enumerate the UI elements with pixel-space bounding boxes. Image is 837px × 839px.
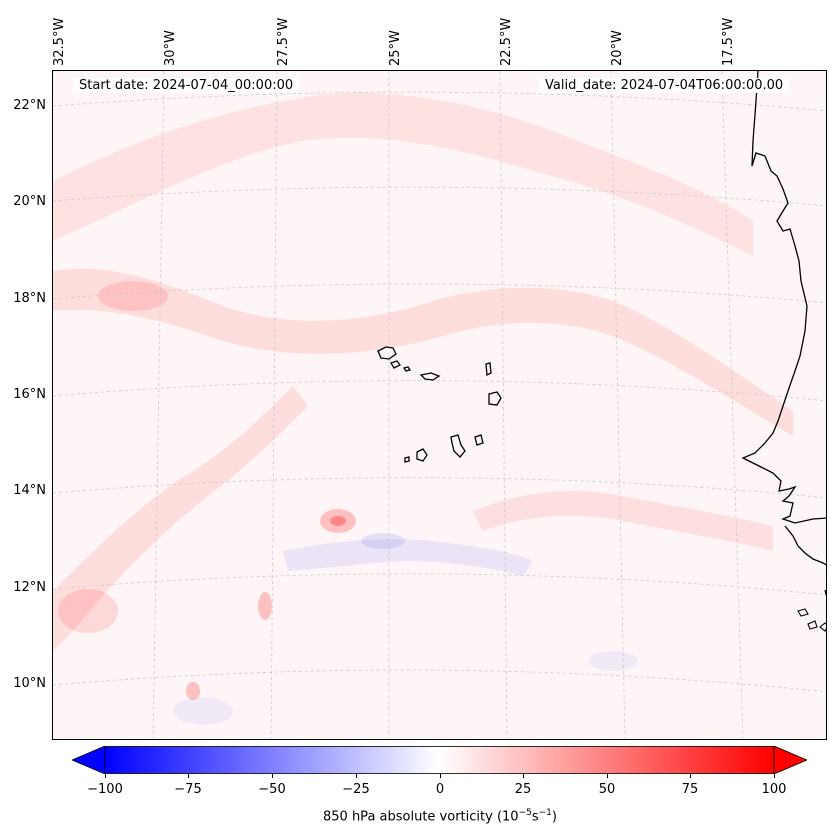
colorbar-tick-label: −75: [174, 782, 202, 797]
africa-coastline-south: [784, 525, 826, 566]
gridline-lon-30w: [152, 71, 165, 739]
vorticity-band-central: [53, 268, 793, 436]
island-maio: [474, 434, 484, 446]
graticule: [53, 71, 826, 739]
vorticity-max-2: [258, 592, 272, 620]
colorbar-tickmark: [272, 774, 273, 778]
lat-label-12n: 12°N: [13, 580, 46, 595]
vorticity-max-4: [98, 281, 168, 311]
gridline-lon-22-5w: [499, 71, 508, 739]
colorbar-label: 850 hPa absolute vorticity (10−5s−1): [323, 808, 557, 825]
lat-label-10n: 10°N: [13, 676, 46, 691]
vorticity-max-5: [58, 589, 118, 633]
vorticity-min-1: [361, 533, 405, 549]
vorticity-max-1-core: [330, 516, 346, 526]
lon-label-32-5w: 32.5°W: [52, 17, 67, 66]
island-sao-vicente: [390, 360, 401, 369]
colorbar-tick-label: 100: [761, 782, 787, 797]
colorbar-extend-max: [773, 746, 807, 774]
colorbar-extend-min: [72, 746, 106, 774]
map-canvas: [53, 71, 826, 739]
vorticity-band-southwest: [53, 386, 308, 651]
lat-label-16n: 16°N: [13, 387, 46, 402]
lat-label-22n: 22°N: [13, 98, 46, 113]
map-background: [53, 71, 826, 739]
colorbar: [72, 746, 807, 774]
colorbar-tick-label: −25: [342, 782, 370, 797]
colorbar-tick-label: 75: [681, 782, 699, 797]
colorbar-tickmark: [105, 774, 106, 778]
colorbar-tick-label: 0: [435, 782, 445, 797]
colorbar-tickmark: [356, 774, 357, 778]
island-brava: [404, 456, 410, 463]
vorticity-min-2: [173, 697, 233, 725]
vorticity-min-band: [283, 539, 533, 576]
africa-coastline: [741, 71, 826, 524]
bijagos-islands: [797, 589, 826, 632]
island-sal: [485, 362, 492, 377]
colorbar-tickmark: [440, 774, 441, 778]
island-santa-luzia: [402, 366, 412, 372]
vorticity-band-east: [473, 491, 773, 551]
island-santiago: [450, 434, 466, 458]
colorbar-tick-label: −100: [87, 782, 123, 797]
colorbar-tickmark: [523, 774, 524, 778]
colorbar-body: [104, 746, 775, 774]
vorticity-max-3: [186, 682, 200, 700]
colorbar-tickmark: [690, 774, 691, 778]
lon-label-17-5w: 17.5°W: [721, 17, 736, 66]
lon-label-25w: 25°W: [388, 30, 403, 66]
vorticity-map: [52, 70, 827, 740]
vorticity-max-1: [320, 509, 356, 533]
gridline-lon-27-5w: [270, 71, 278, 739]
lon-label-22-5w: 22.5°W: [499, 17, 514, 66]
lat-label-14n: 14°N: [13, 483, 46, 498]
valid-date-label: Valid_date: 2024-07-04T06:00:00.00: [539, 78, 790, 93]
vorticity-field-negative: [173, 533, 638, 725]
lat-label-18n: 18°N: [13, 291, 46, 306]
lat-label-20n: 20°N: [13, 194, 46, 209]
island-sao-nicolau: [419, 372, 441, 381]
colorbar-tick-label: 50: [598, 782, 616, 797]
island-fogo: [416, 448, 428, 462]
vorticity-band-north: [53, 92, 753, 256]
colorbar-tick-label: −50: [258, 782, 286, 797]
gridline-lon-17-5w: [721, 71, 744, 739]
island-boa-vista: [488, 391, 502, 406]
colorbar-tickmark: [188, 774, 189, 778]
colorbar-tick-label: 25: [514, 782, 532, 797]
gridline-lon-20w: [610, 71, 626, 739]
island-santo-antao: [377, 346, 397, 360]
colorbar-tickmark: [774, 774, 775, 778]
lon-label-27-5w: 27.5°W: [276, 17, 291, 66]
lon-label-20w: 20°W: [610, 30, 625, 66]
lon-label-30w: 30°W: [163, 30, 178, 66]
vorticity-field-positive: [53, 92, 793, 700]
start-date-label: Start date: 2024-07-04_00:00:00: [73, 78, 300, 93]
vorticity-min-3: [588, 651, 638, 671]
colorbar-tickmark: [607, 774, 608, 778]
cape-verde-islands: [377, 346, 502, 463]
